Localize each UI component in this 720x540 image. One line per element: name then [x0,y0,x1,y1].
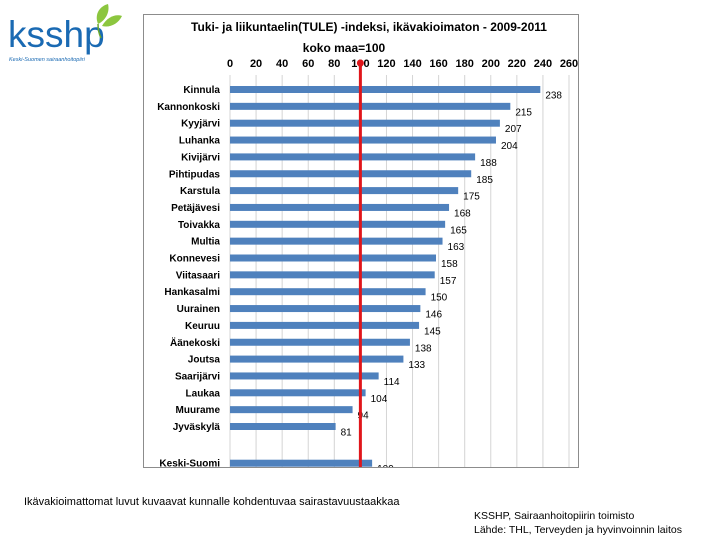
bar [230,187,459,195]
bar [230,423,336,430]
data-label: 215 [515,107,532,118]
data-label: 168 [454,208,471,219]
footnote: Ikävakioimattomat luvut kuvaavat kunnall… [24,496,400,508]
bar [230,321,420,329]
category-label: Saarijärvi [175,371,220,382]
bar [230,288,426,296]
category-label: Keuruu [185,321,220,332]
category-label: Äänekoski [170,336,220,349]
source-line-2: Lähde: THL, Terveyden ja hyvinvoinnin la… [474,524,682,536]
bar [230,355,404,363]
data-label: 81 [341,428,353,439]
data-label: 204 [501,141,518,152]
x-tick-label: 80 [328,58,340,70]
x-tick-label: 40 [276,58,288,70]
bar [230,459,373,467]
x-tick-label: 20 [250,58,262,70]
chart-title: Tuki- ja liikuntaelin(TULE) -indeksi, ik… [191,20,547,34]
data-label: 157 [440,276,457,287]
bar [230,86,541,93]
logo-subtitle: Keski-Suomen sairaanhoitopiiri [9,57,86,63]
category-label: Kivijärvi [181,152,220,163]
category-label: Petäjävesi [171,203,220,214]
data-label: 150 [431,293,448,304]
bar [230,203,450,211]
category-label: Jyväskylä [173,422,221,433]
data-label: 104 [371,394,388,405]
bar [230,170,472,178]
reference-line-top-marker [356,59,364,67]
data-label: 145 [424,326,441,337]
bar [230,406,353,414]
category-label: Keski-Suomi [159,459,220,467]
category-label: Uurainen [177,304,220,315]
bar [230,102,511,110]
chart-frame: Tuki- ja liikuntaelin(TULE) -indeksi, ik… [143,14,579,468]
source-note: KSSHP, Sairaanhoitopiirin toimisto Lähde… [474,509,682,537]
data-label: 109 [377,464,394,467]
category-label: Viitasaari [176,270,221,281]
bar [230,220,446,228]
data-label: 158 [441,259,458,270]
x-tick-label: 140 [403,58,421,70]
source-line-1: KSSHP, Sairaanhoitopiirin toimisto [474,510,635,522]
data-label: 94 [358,411,370,422]
data-label: 138 [415,343,432,354]
bar [230,153,476,161]
category-label: Karstula [180,186,220,197]
data-label: 163 [448,242,465,253]
bar [230,119,500,127]
x-tick-label: 200 [482,58,500,70]
category-label: Laukaa [186,388,221,399]
data-label: 238 [545,91,562,102]
category-label: Kinnula [183,85,220,96]
bar [230,271,435,279]
category-label: Kannonkoski [157,102,220,113]
bar [230,136,496,144]
logo-wordmark: ksshp [8,14,105,55]
ksshp-logo: ksshp Keski-Suomen sairaanhoitopiiri [8,4,122,63]
x-tick-label: 240 [534,58,552,70]
category-label: Kyyjärvi [181,119,220,130]
x-tick-label: 60 [302,58,314,70]
category-label: Joutsa [188,355,221,366]
category-label: Toivakka [178,220,220,231]
category-label: Muurame [176,405,221,416]
tule-index-chart: Tuki- ja liikuntaelin(TULE) -indeksi, ik… [157,20,578,467]
x-tick-label: 260 [560,58,578,70]
bar [230,389,366,397]
bar [230,372,379,380]
x-tick-label: 180 [456,58,474,70]
category-label: Hankasalmi [164,287,220,298]
data-label: 207 [505,124,522,135]
category-label: Multia [191,237,220,248]
data-label: 165 [450,225,467,236]
data-label: 175 [463,192,480,203]
x-tick-label: 120 [377,58,395,70]
data-label: 188 [480,158,497,169]
category-label: Konnevesi [169,254,220,265]
x-tick-label: 0 [227,58,233,70]
x-tick-label: 160 [429,58,447,70]
data-label: 133 [408,360,425,371]
bar [230,237,443,245]
data-label: 185 [476,175,493,186]
x-tick-label: 220 [508,58,526,70]
chart-subtitle: koko maa=100 [303,41,386,55]
bar [230,254,437,262]
bar [230,305,421,313]
category-label: Luhanka [179,136,221,147]
data-label: 146 [425,310,442,321]
leaf-icon [96,4,122,39]
data-label: 114 [384,377,400,388]
bar [230,338,410,346]
category-label: Pihtipudas [169,169,221,180]
